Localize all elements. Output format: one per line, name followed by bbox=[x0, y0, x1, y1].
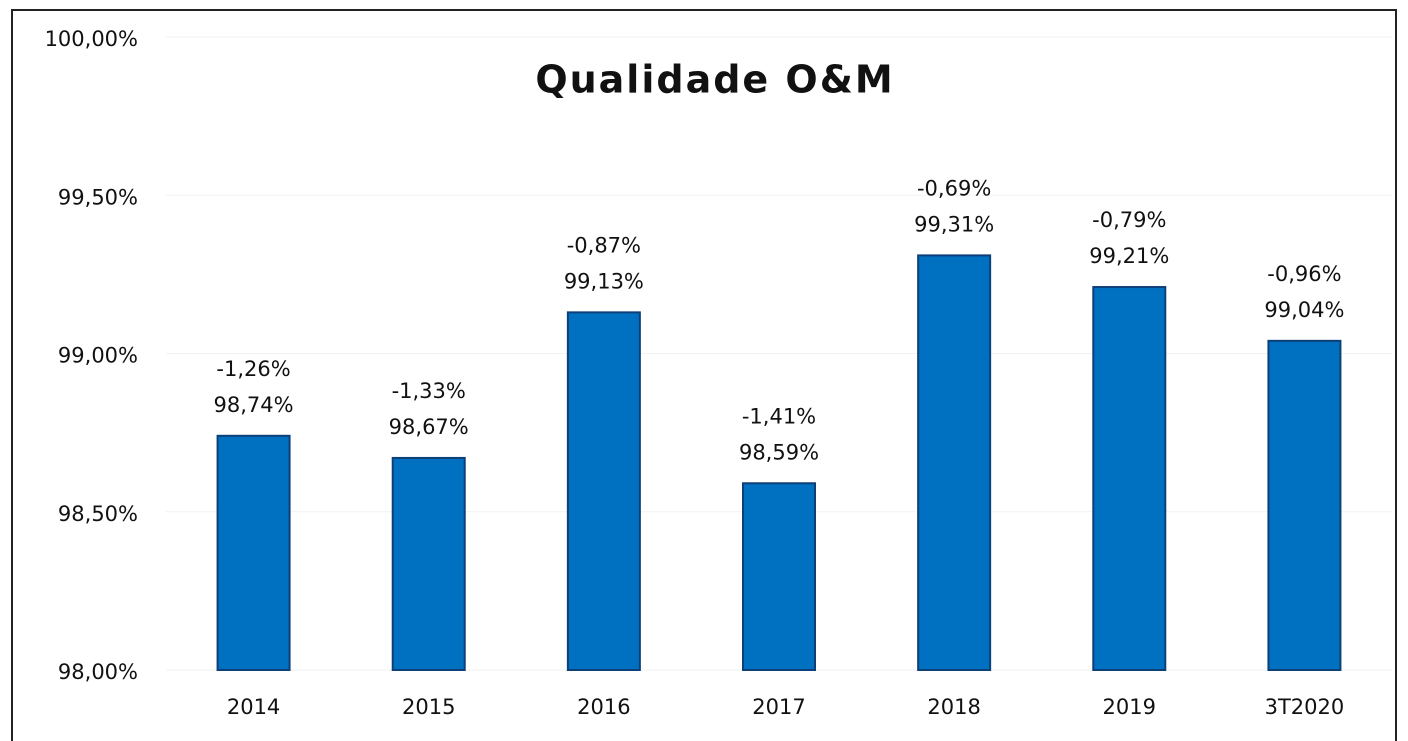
bar bbox=[391, 456, 466, 671]
x-tick-label: 2014 bbox=[227, 695, 280, 719]
annotation: -0,87% bbox=[567, 233, 641, 257]
y-tick-label: 98,00% bbox=[58, 660, 138, 684]
annotation: -0,96% bbox=[1267, 262, 1341, 286]
chart-frame bbox=[11, 9, 1397, 741]
y-tick-label: 100,00% bbox=[45, 27, 138, 51]
x-tick-label: 2016 bbox=[577, 695, 630, 719]
value-label: 99,04% bbox=[1264, 298, 1344, 322]
value-label: 98,59% bbox=[739, 440, 819, 464]
annotation: -0,79% bbox=[1092, 208, 1166, 232]
x-tick-label: 2019 bbox=[1103, 695, 1156, 719]
x-tick-label: 2018 bbox=[927, 695, 980, 719]
annotation: -0,69% bbox=[917, 176, 991, 200]
value-label: 99,31% bbox=[914, 212, 994, 236]
x-tick-label: 3T2020 bbox=[1265, 695, 1345, 719]
chart-title: Qualidade O&M bbox=[535, 58, 894, 102]
x-tick-label: 2017 bbox=[752, 695, 805, 719]
bar bbox=[742, 482, 816, 672]
value-label: 98,67% bbox=[389, 415, 469, 439]
annotation: -1,26% bbox=[216, 357, 290, 381]
bar bbox=[917, 254, 992, 671]
value-label: 98,74% bbox=[214, 393, 294, 417]
bar bbox=[566, 311, 641, 671]
value-label: 99,21% bbox=[1089, 244, 1169, 268]
bar bbox=[1092, 286, 1167, 671]
annotation: -1,33% bbox=[392, 379, 466, 403]
y-tick-label: 98,50% bbox=[58, 502, 138, 526]
bar bbox=[1267, 339, 1342, 671]
annotation: -1,41% bbox=[742, 404, 816, 428]
y-tick-label: 99,50% bbox=[58, 185, 138, 209]
bar bbox=[216, 434, 291, 672]
x-tick-label: 2015 bbox=[402, 695, 455, 719]
y-tick-label: 99,00% bbox=[58, 344, 138, 368]
value-label: 99,13% bbox=[564, 269, 644, 293]
